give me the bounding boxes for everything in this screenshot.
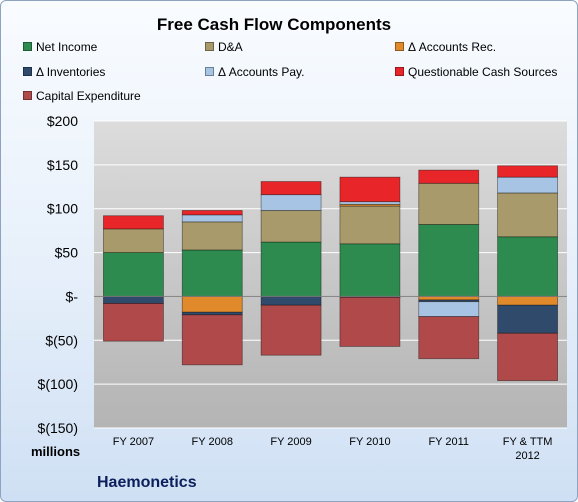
bar-segment xyxy=(418,299,480,303)
bar-segment xyxy=(103,215,164,230)
legend-item-d-a: D&A xyxy=(205,40,243,54)
y-tick-label: $- xyxy=(66,288,79,304)
bar-segment xyxy=(103,252,164,297)
legend-label: Δ Accounts Pay. xyxy=(218,65,305,79)
bar-segment xyxy=(418,169,480,184)
bar-segment xyxy=(497,165,558,178)
bar-segment xyxy=(181,210,243,216)
y-tick-label: $150 xyxy=(47,157,78,173)
plot-area xyxy=(94,121,567,428)
legend-swatch xyxy=(23,42,32,51)
legend-swatch xyxy=(23,67,32,76)
legend-swatch xyxy=(205,67,214,76)
bar-segment xyxy=(260,210,322,243)
x-tick-label: FY 2011 xyxy=(428,436,469,448)
bar-segment xyxy=(181,314,243,366)
legend-item-inventories: Δ Inventories xyxy=(23,65,105,79)
x-tick-label: FY 2010 xyxy=(349,436,390,448)
chart-title: Free Cash Flow Components xyxy=(156,15,392,34)
legend-swatch xyxy=(395,67,404,76)
legend-item-capital-expenditure: Capital Expenditure xyxy=(23,89,141,103)
legend-swatch xyxy=(205,42,214,51)
x-tick-label: FY & TTM 2012 xyxy=(503,436,553,462)
legend-item-accounts-rec: Δ Accounts Rec. xyxy=(395,40,496,54)
bar-segment xyxy=(497,304,558,334)
legend-item-net-income: Net Income xyxy=(23,40,97,54)
bar-segment xyxy=(418,316,480,360)
company-name: Haemonetics xyxy=(97,474,197,491)
bar-segment xyxy=(181,249,243,297)
bar-segment xyxy=(103,228,164,253)
bar-segment xyxy=(497,296,558,306)
legend-item-questionable-cash-sources: Questionable Cash Sources xyxy=(395,65,557,79)
bar-segment xyxy=(339,243,401,297)
y-tick-label: $200 xyxy=(47,113,78,129)
legend-label: Δ Accounts Rec. xyxy=(408,40,497,54)
bar-segment xyxy=(497,236,558,297)
bar-segment xyxy=(339,205,401,245)
bar-segment xyxy=(103,296,164,304)
bar-segment xyxy=(181,221,243,251)
bar-segment xyxy=(260,241,322,297)
legend-label: Questionable Cash Sources xyxy=(408,65,558,79)
bar-segment xyxy=(418,296,480,301)
bar-segment xyxy=(497,332,558,382)
bar-segment xyxy=(418,182,480,225)
bar-segment xyxy=(497,176,558,194)
y-tick-label: $(150) xyxy=(38,420,78,436)
x-tick-label: FY 2007 xyxy=(113,436,154,448)
bar-segment xyxy=(339,296,401,347)
x-tick-label: FY 2008 xyxy=(192,436,233,448)
legend-swatch xyxy=(23,91,32,100)
bar-segment xyxy=(103,303,164,342)
bar-segment xyxy=(418,224,480,297)
legend-swatch xyxy=(395,42,404,51)
bar-segment xyxy=(497,192,558,238)
bar-segment xyxy=(260,304,322,356)
bar-segment xyxy=(418,301,480,318)
y-tick-label: $50 xyxy=(55,245,79,261)
legend-label: Net Income xyxy=(36,40,98,54)
bar-segment xyxy=(260,194,322,211)
x-tick-label: FY 2009 xyxy=(270,436,311,448)
bar-segment xyxy=(339,176,401,203)
bar-segment xyxy=(260,181,322,196)
bar-segment xyxy=(181,296,243,313)
legend-label: D&A xyxy=(218,40,243,54)
bar-segment xyxy=(260,296,322,306)
y-tick-label: $100 xyxy=(47,201,78,217)
y-tick-label: $(50) xyxy=(45,332,78,348)
y-tick-label: $(100) xyxy=(38,376,78,392)
legend-label: Δ Inventories xyxy=(36,65,106,79)
bar-segment xyxy=(181,214,243,223)
legend-label: Capital Expenditure xyxy=(36,89,141,103)
legend-item-accounts-pay: Δ Accounts Pay. xyxy=(205,65,305,79)
units-label: millions xyxy=(31,444,81,459)
